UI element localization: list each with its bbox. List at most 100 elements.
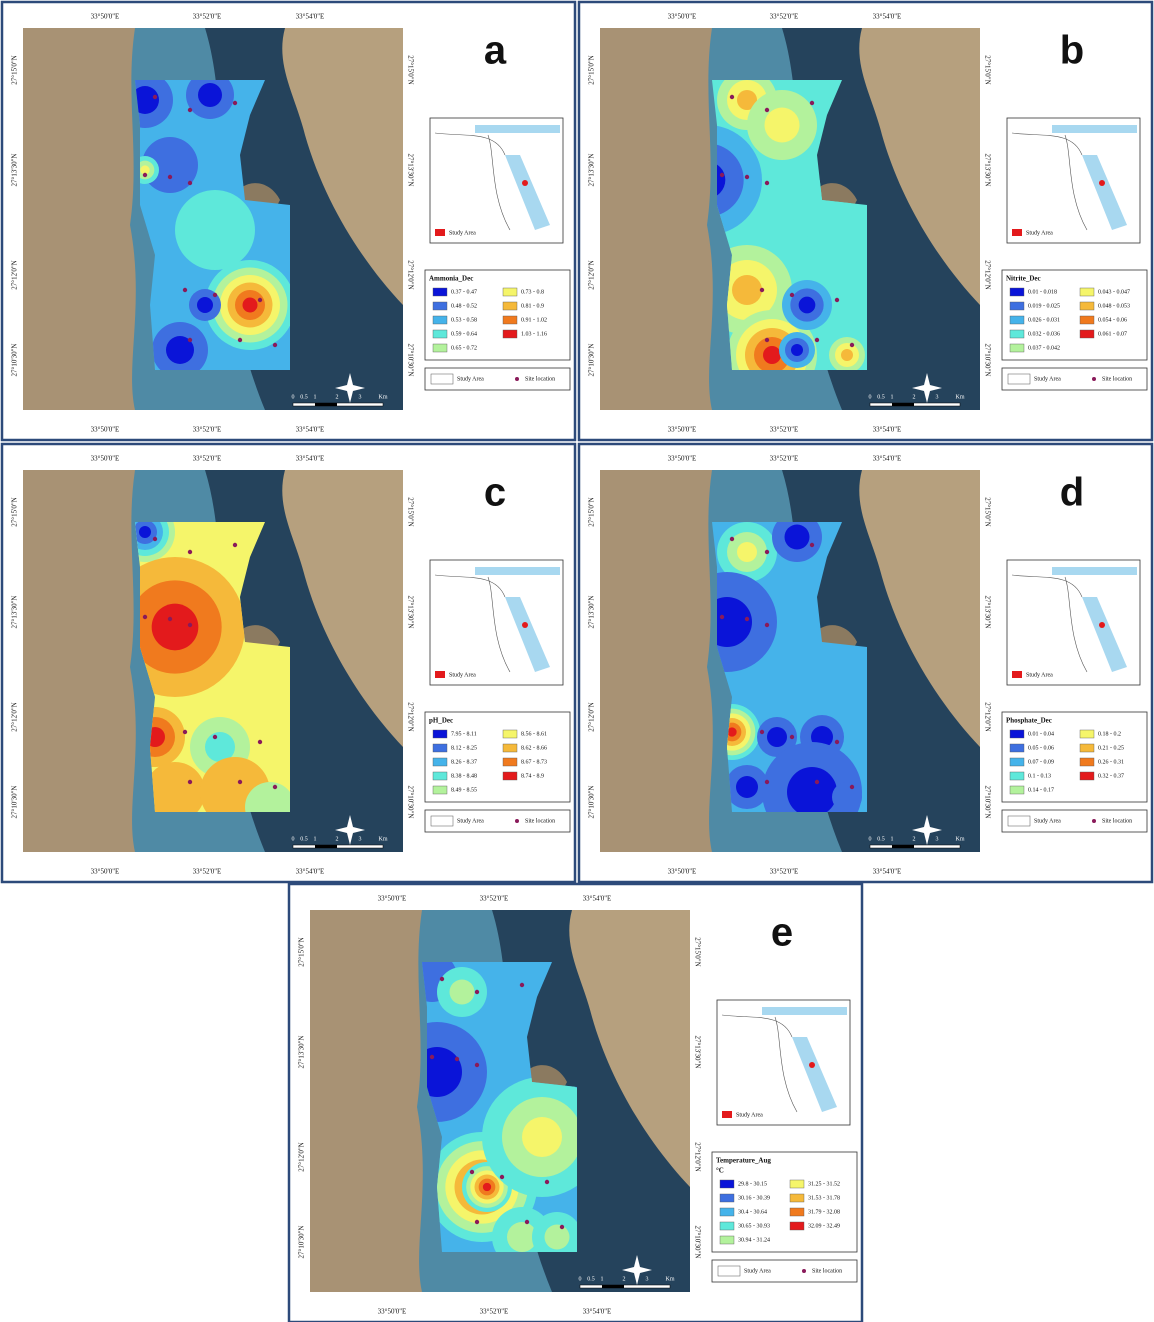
legend-swatch [1010, 288, 1024, 296]
scale-bar [580, 1285, 670, 1288]
figure: 33°50'0"E 33°50'0"E 33°52'0"E 33°52'0"E 33°5… [0, 0, 1154, 1322]
legend-swatch [433, 744, 447, 752]
latitude-label: 27°15'0"N [588, 55, 596, 84]
legend-entry: 0.37 - 0.47 [451, 289, 477, 295]
legend-entry: Study Area [744, 1268, 771, 1274]
longitude-label: 33°50'0"E [378, 895, 407, 903]
legend-swatch [433, 730, 447, 738]
inset-swatch [1012, 671, 1022, 678]
legend-entry: 8.56 - 8.61 [521, 731, 547, 737]
land-west [310, 910, 423, 1292]
legend-entry: 0.037 - 0.042 [1028, 345, 1060, 351]
latitude-label: 27°12'0"N [693, 1142, 701, 1171]
legend-entry: 8.38 - 8.48 [451, 773, 477, 779]
latitude-label: 27°13'30"N [693, 1036, 701, 1069]
legend-swatch [1010, 772, 1024, 780]
longitude-label: 33°54'0"E [296, 426, 325, 434]
inset-label: Study Area [1026, 672, 1053, 678]
site-marker [720, 173, 724, 177]
legend-site-marker [515, 819, 519, 823]
legend-swatch [503, 758, 517, 766]
site-marker [258, 298, 262, 302]
site-marker [560, 1225, 564, 1229]
scale-label: 3 [359, 394, 362, 400]
legend-swatch [1008, 816, 1030, 826]
legend-entry: 0.1 - 0.13 [1028, 773, 1051, 779]
longitude-label: 33°54'0"E [296, 455, 325, 463]
legend-swatch [503, 288, 517, 296]
surface-zone [198, 83, 222, 107]
site-marker [765, 623, 769, 627]
scale-label: 3 [936, 836, 939, 842]
legend-swatch [718, 1266, 740, 1276]
scale-label: Km [379, 394, 388, 400]
legend-swatch [1010, 344, 1024, 352]
longitude-label: 33°52'0"E [770, 13, 799, 21]
legend-swatch [1080, 288, 1094, 296]
legend-entry: 0.019 - 0.025 [1028, 303, 1060, 309]
longitude-label: 33°50'0"E [91, 13, 120, 21]
panel-letter: e [771, 911, 793, 955]
site-marker [760, 730, 764, 734]
latitude-label: 27°12'0"N [406, 702, 414, 731]
legend-swatch [720, 1236, 734, 1244]
site-marker [183, 288, 187, 292]
legend-entry: 0.53 - 0.58 [451, 317, 477, 323]
legend-swatch [433, 316, 447, 324]
legend-entry: 0.21 - 0.25 [1098, 745, 1124, 751]
scale-label: Km [379, 836, 388, 842]
site-marker [188, 181, 192, 185]
map-panel: 33°50'0"E33°50'0"E33°52'0"E33°52'0"E33°5… [289, 884, 862, 1322]
scale-label: 2 [623, 1276, 626, 1282]
latitude-label: 27°13'30"N [983, 596, 991, 629]
legend-swatch [720, 1180, 734, 1188]
legend-swatch [720, 1194, 734, 1202]
legend-entry: 0.026 - 0.031 [1028, 317, 1060, 323]
legend-entry: 0.048 - 0.053 [1098, 303, 1130, 309]
scale-label: 1 [891, 836, 894, 842]
legend-swatch [503, 744, 517, 752]
legend-swatch [1080, 758, 1094, 766]
scale-label: 2 [336, 394, 339, 400]
land-west [600, 28, 713, 410]
longitude-label: 33°54'0"E [873, 13, 902, 21]
legend-entry: 30.94 - 31.24 [738, 1237, 770, 1243]
latitude-label: 27°13'30"N [406, 154, 414, 187]
legend-entry: 8.49 - 8.55 [451, 787, 477, 793]
legend-entry: 1.03 - 1.16 [521, 331, 547, 337]
scale-label: 0 [869, 394, 872, 400]
site-marker [745, 617, 749, 621]
longitude-label: 33°52'0"E [770, 426, 799, 434]
site-marker [258, 740, 262, 744]
inset-swatch [435, 671, 445, 678]
legend-entry: Site location [812, 1268, 842, 1274]
legend-swatch [433, 772, 447, 780]
longitude-label: 33°50'0"E [668, 426, 697, 434]
surface-zone [799, 297, 816, 314]
site-marker [233, 543, 237, 547]
legend-title: Nitrite_Dec [1006, 275, 1041, 283]
site-marker [440, 977, 444, 981]
latitude-label: 27°15'0"N [983, 497, 991, 526]
scale-bar [315, 845, 337, 848]
legend-title: Phosphate_Dec [1006, 717, 1052, 725]
inset-label: Study Area [449, 230, 476, 236]
site-marker [188, 338, 192, 342]
surface-zone [139, 526, 151, 538]
legend-entry: 0.91 - 1.02 [521, 317, 547, 323]
legend-site-marker [515, 377, 519, 381]
latitude-label: 27°12'0"N [983, 260, 991, 289]
legend-swatch [431, 816, 453, 826]
site-marker [760, 288, 764, 292]
site-marker [765, 181, 769, 185]
longitude-label: 33°52'0"E [193, 455, 222, 463]
study-site [809, 1062, 815, 1068]
scale-label: 1 [314, 836, 317, 842]
latitude-label: 27°15'0"N [406, 55, 414, 84]
site-marker [810, 101, 814, 105]
panel-letter: a [484, 29, 507, 73]
legend-swatch [790, 1194, 804, 1202]
study-site [522, 622, 528, 628]
scale-bar [293, 403, 383, 406]
legend-swatch [1008, 374, 1030, 384]
